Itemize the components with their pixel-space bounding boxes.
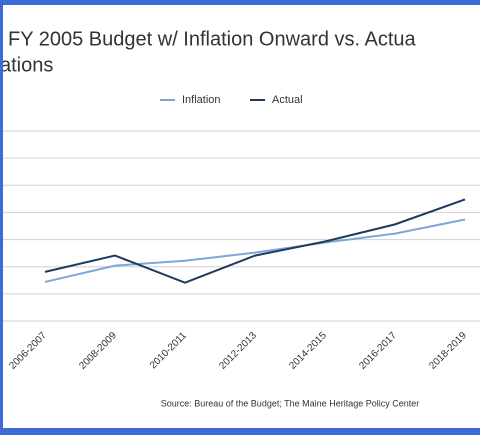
legend-label: Actual <box>272 94 303 106</box>
frame-top <box>0 0 480 5</box>
legend-label: Inflation <box>182 94 221 106</box>
chart-subtitle: ations <box>0 54 53 76</box>
series-line <box>44 198 466 284</box>
chart-title: FY 2005 Budget w/ Inflation Onward vs. A… <box>8 28 417 50</box>
frame-bottom <box>0 428 480 435</box>
frame-left <box>0 0 3 435</box>
series-line <box>44 218 466 283</box>
source-note: Source: Bureau of the Budget; The Maine … <box>161 398 419 408</box>
